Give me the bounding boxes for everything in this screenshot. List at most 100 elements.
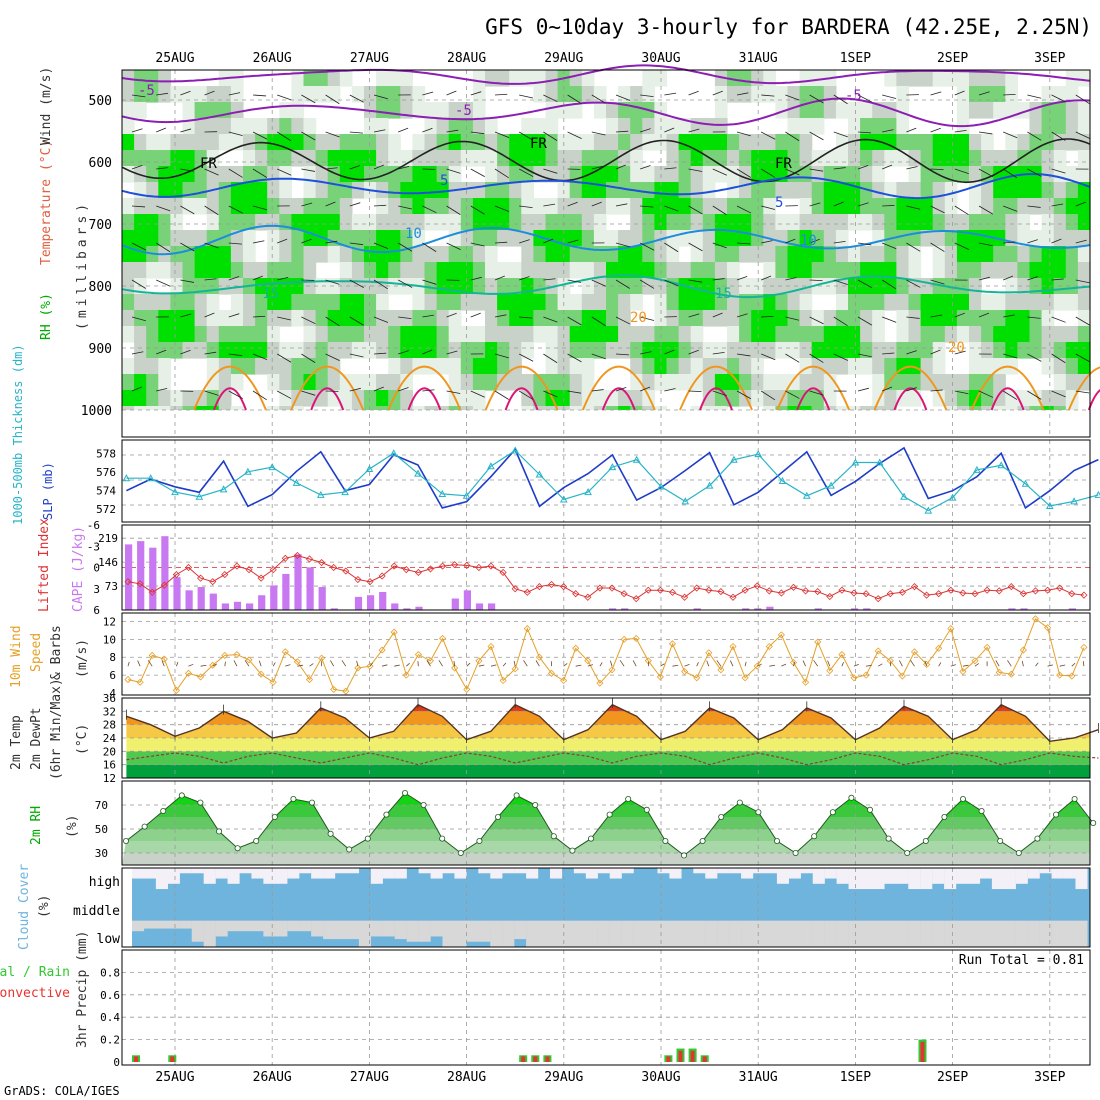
surface-wind-barb (1035, 662, 1039, 667)
rh-cell (739, 326, 752, 343)
rh-cell (400, 358, 413, 375)
rh-point (141, 823, 148, 830)
wind-barb (1003, 94, 1016, 96)
li-point (221, 571, 229, 579)
wind-barb (301, 168, 316, 172)
contour-25 (990, 387, 1025, 411)
rh-cell (787, 86, 801, 103)
rh-cell (436, 182, 450, 199)
rh-cell (702, 134, 716, 151)
rh-cell (364, 342, 377, 359)
cloud-gap-high (753, 868, 766, 874)
li-point (935, 590, 943, 598)
wind-speed-point (802, 678, 810, 686)
rh-cell (799, 326, 813, 343)
rh-cell (896, 230, 910, 247)
rh-cell (1065, 230, 1079, 247)
rh-cell (606, 262, 619, 279)
rh-cell (727, 86, 740, 103)
rh-cell (872, 198, 885, 215)
rh-cell (848, 262, 861, 279)
panel-frame (121, 697, 1091, 779)
rh-point (867, 806, 874, 813)
rh-cell (158, 150, 171, 167)
wind-barb (180, 349, 191, 355)
rh-cell (884, 198, 897, 215)
li-point (342, 567, 350, 575)
wind-barb (688, 242, 703, 252)
rh-cell (690, 198, 704, 215)
wind-barb (809, 94, 824, 104)
rh-cell (932, 214, 946, 231)
surface-wind-barb (212, 663, 218, 667)
rh-cell (1017, 134, 1031, 151)
rh-cell (932, 134, 946, 151)
wind-speed-point (390, 628, 398, 636)
wind-barb (736, 131, 751, 137)
rh-cell (122, 134, 135, 151)
wind-barb (252, 131, 268, 140)
li-point (426, 565, 435, 573)
rh-cell (460, 342, 474, 359)
rh-point (513, 792, 520, 799)
rh-cell (690, 326, 704, 343)
rh-cell (146, 294, 159, 311)
rh-cell (981, 342, 994, 359)
wind-speed-point (644, 657, 652, 665)
rh-cell (811, 198, 825, 215)
cloud-gap-low (335, 920, 348, 940)
rh-cell (170, 390, 184, 407)
rh-cell (315, 342, 329, 359)
cloud-gap-high (717, 868, 730, 874)
rh-cell (787, 246, 801, 263)
rh-cell (497, 198, 510, 215)
rh-cell (436, 102, 450, 119)
rh-cell (243, 230, 256, 247)
cloud-gap-low (478, 920, 491, 942)
rh-cell (400, 198, 413, 215)
rh-cell (388, 198, 401, 215)
rh-cell (787, 294, 801, 311)
rh-cell (134, 102, 147, 119)
rh-cell (158, 390, 171, 407)
rh-cell (606, 342, 619, 359)
rh-cell (364, 118, 377, 135)
surface-wind-barb (127, 661, 130, 667)
rh-cell (823, 358, 837, 375)
rh-point (253, 838, 260, 845)
cloud-gap-high (442, 868, 455, 874)
wind-barb (930, 389, 943, 392)
wind-speed-point (426, 657, 435, 665)
rh-cell (351, 150, 365, 167)
cape-bar (609, 608, 617, 610)
cloud-gap-high (669, 868, 682, 879)
rh-cell (896, 134, 910, 151)
rh-cell (690, 230, 704, 247)
contour-20 (970, 365, 1045, 411)
rh-cell (823, 182, 837, 199)
rh-cell (218, 262, 232, 279)
rh-cell (714, 294, 728, 311)
rh-cell (702, 294, 716, 311)
wind-barb (809, 316, 824, 325)
rh-cell (533, 390, 547, 407)
li-point (463, 561, 471, 569)
rh-cell (1017, 182, 1031, 199)
rh-cell (993, 198, 1006, 215)
wind-barb (615, 242, 630, 248)
wind-unit-label: (m/s) (75, 639, 90, 678)
temp-band (126, 704, 1090, 712)
rh-cell (775, 134, 789, 151)
rh-cell (436, 310, 450, 327)
rh-cell (388, 374, 401, 391)
thickness-point (244, 467, 252, 475)
wind-barb (978, 91, 990, 96)
cloud-gap-high (179, 868, 192, 874)
rh-cell (799, 118, 813, 135)
li-point (923, 591, 931, 599)
rh-cell (606, 118, 619, 135)
rh-cell (533, 230, 547, 247)
cloud-gap-high (979, 868, 993, 879)
rh-cell (920, 150, 934, 167)
rh-cell (642, 182, 655, 199)
